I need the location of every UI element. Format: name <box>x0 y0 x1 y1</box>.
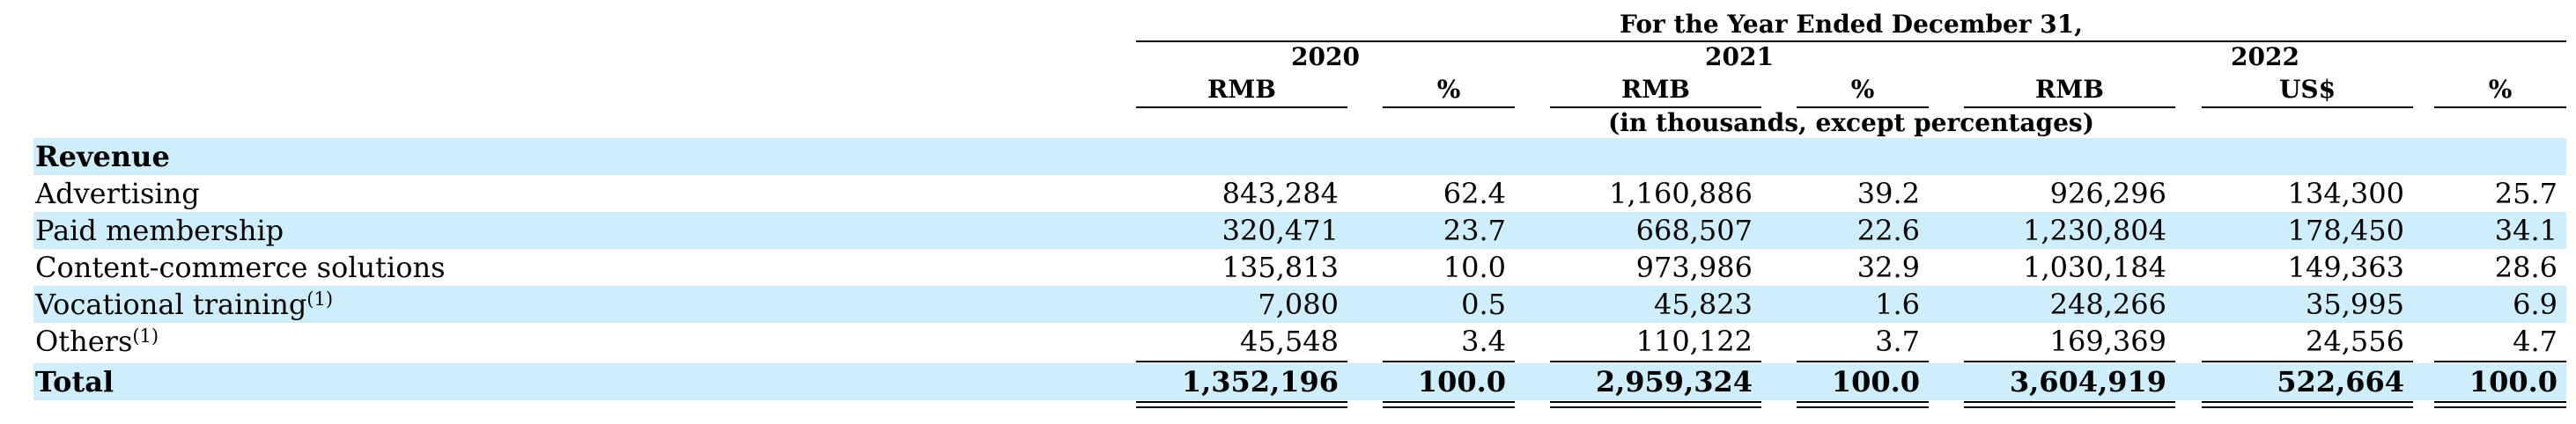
subtotal-rule-3 <box>1550 361 1761 362</box>
cell-2020-pct: 23.7 <box>1443 214 1506 247</box>
unit-rule-5 <box>1964 106 2175 108</box>
total-row: Total 1,352,196 100.0 2,959,324 100.0 3,… <box>33 363 2566 400</box>
cell-2022-rmb: 169,369 <box>2049 325 2166 358</box>
subtotal-rule-1 <box>1136 361 1347 362</box>
cell-2020-pct: 62.4 <box>1443 177 1506 210</box>
total-double-rule-2 <box>1383 401 1515 408</box>
unit-rule-7 <box>2434 106 2566 108</box>
total-label: Total <box>35 365 114 398</box>
unit-header-2021-rmb: RMB <box>1621 75 1690 104</box>
row-label: Advertising <box>35 177 200 210</box>
table-row: Advertising 843,284 62.4 1,160,886 39.2 … <box>33 175 2566 212</box>
unit-header-2020-rmb: RMB <box>1207 75 1276 104</box>
cell-2021-rmb: 973,986 <box>1635 251 1753 284</box>
total-2022-rmb: 3,604,919 <box>2009 365 2166 398</box>
section-label: Revenue <box>35 140 170 173</box>
year-header-2021: 2021 <box>1705 42 1774 71</box>
row-label: Paid membership <box>35 214 284 247</box>
subtotal-rule-6 <box>2202 361 2413 362</box>
cell-2022-rmb: 926,296 <box>2049 177 2166 210</box>
unit-header-2020-pct: % <box>1436 75 1461 104</box>
cell-2022-pct: 28.6 <box>2494 251 2558 284</box>
total-2020-rmb: 1,352,196 <box>1181 365 1339 398</box>
cell-2021-rmb: 45,823 <box>1654 288 1753 321</box>
total-double-rule-3 <box>1550 401 1761 408</box>
total-double-rule-4 <box>1797 401 1929 408</box>
cell-2020-rmb: 135,813 <box>1222 251 1339 284</box>
total-double-rule-6 <box>2202 401 2413 408</box>
cell-2021-rmb: 668,507 <box>1635 214 1753 247</box>
table-row: Content-commerce solutions 135,813 10.0 … <box>33 249 2566 286</box>
unit-rule-6 <box>2202 106 2413 108</box>
total-double-rule-7 <box>2434 401 2566 408</box>
row-label: Content-commerce solutions <box>35 251 446 284</box>
year-header-2020: 2020 <box>1291 42 1360 71</box>
total-2021-pct: 100.0 <box>1831 365 1920 398</box>
total-2022-pct: 100.0 <box>2469 365 2558 398</box>
table-row: Others(1) 45,548 3.4 110,122 3.7 169,369… <box>33 323 2566 360</box>
cell-2022-rmb: 1,030,184 <box>2023 251 2166 284</box>
cell-2022-usd: 178,450 <box>2287 214 2404 247</box>
period-header: For the Year Ended December 31, <box>1620 10 2083 39</box>
cell-2022-usd: 134,300 <box>2287 177 2404 210</box>
cell-2022-pct: 25.7 <box>2494 177 2558 210</box>
row-label: Others(1) <box>35 325 159 358</box>
subtotal-rule-4 <box>1797 361 1929 362</box>
unit-header-2022-pct: % <box>2488 75 2513 104</box>
section-row-revenue: Revenue <box>33 138 2566 175</box>
total-2020-pct: 100.0 <box>1417 365 1506 398</box>
cell-2022-pct: 6.9 <box>2513 288 2558 321</box>
cell-2020-rmb: 45,548 <box>1240 325 1339 358</box>
cell-2022-usd: 149,363 <box>2287 251 2404 284</box>
unit-header-2022-rmb: RMB <box>2035 75 2104 104</box>
cell-2020-rmb: 320,471 <box>1222 214 1339 247</box>
cell-2020-rmb: 7,080 <box>1258 288 1339 321</box>
cell-2020-pct: 10.0 <box>1443 251 1506 284</box>
unit-rule-1 <box>1136 106 1347 108</box>
cell-2022-pct: 34.1 <box>2494 214 2558 247</box>
cell-2021-pct: 1.6 <box>1875 288 1920 321</box>
cell-2021-pct: 39.2 <box>1856 177 1920 210</box>
unit-rule-2 <box>1383 106 1515 108</box>
cell-2021-pct: 22.6 <box>1856 214 1920 247</box>
period-header-rule <box>1136 40 2566 42</box>
units-note: (in thousands, except percentages) <box>1608 108 2094 137</box>
table-row: Vocational training(1) 7,080 0.5 45,823 … <box>33 286 2566 323</box>
cell-2021-pct: 32.9 <box>1856 251 1920 284</box>
cell-2022-usd: 24,556 <box>2306 325 2404 358</box>
total-double-rule-5 <box>1964 401 2175 408</box>
unit-header-2022-usd: US$ <box>2278 75 2336 104</box>
unit-rule-4 <box>1797 106 1929 108</box>
cell-2021-rmb: 110,122 <box>1635 325 1753 358</box>
table-row: Paid membership 320,471 23.7 668,507 22.… <box>33 212 2566 249</box>
year-header-2022: 2022 <box>2231 42 2299 71</box>
cell-2021-pct: 3.7 <box>1875 325 1920 358</box>
total-2021-rmb: 2,959,324 <box>1595 365 1753 398</box>
cell-2022-rmb: 248,266 <box>2049 288 2166 321</box>
total-2022-usd: 522,664 <box>2277 365 2404 398</box>
subtotal-rule-5 <box>1964 361 2175 362</box>
footnote-marker: (1) <box>306 289 334 310</box>
cell-2020-pct: 3.4 <box>1461 325 1506 358</box>
subtotal-rule-2 <box>1383 361 1515 362</box>
row-label: Vocational training(1) <box>35 288 334 321</box>
cell-2020-pct: 0.5 <box>1461 288 1506 321</box>
unit-rule-3 <box>1550 106 1761 108</box>
cell-2022-pct: 4.7 <box>2513 325 2558 358</box>
footnote-marker: (1) <box>132 325 159 347</box>
cell-2020-rmb: 843,284 <box>1222 177 1339 210</box>
unit-header-2021-pct: % <box>1850 75 1875 104</box>
subtotal-rule-7 <box>2434 361 2566 362</box>
cell-2022-rmb: 1,230,804 <box>2023 214 2166 247</box>
total-double-rule-1 <box>1136 401 1347 408</box>
cell-2021-rmb: 1,160,886 <box>1609 177 1753 210</box>
cell-2022-usd: 35,995 <box>2306 288 2404 321</box>
